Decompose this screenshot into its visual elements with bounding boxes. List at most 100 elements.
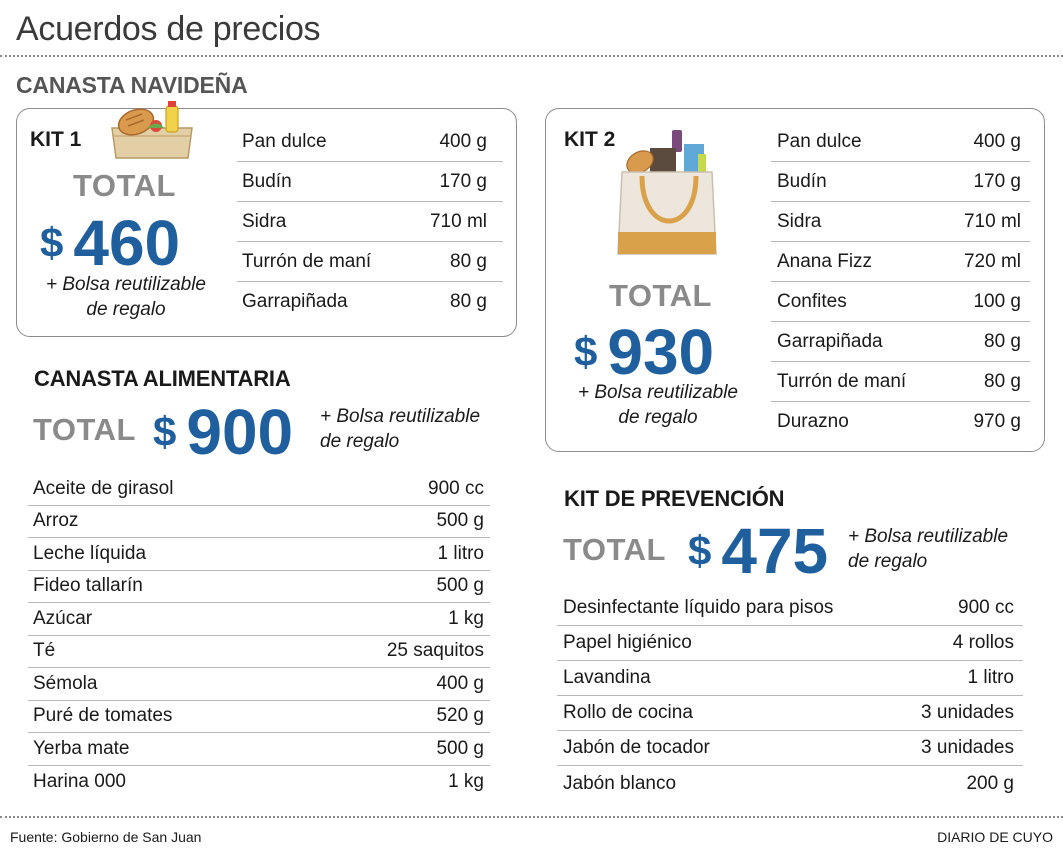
kit1-currency: $	[40, 219, 64, 266]
list-item: Arroz 500 g	[28, 506, 490, 538]
item-name: Durazno	[777, 411, 849, 432]
kit1-label: KIT 1	[30, 128, 82, 151]
kit2-bonus-line1: + Bolsa reutilizable	[577, 382, 738, 403]
prevencion-price-value: 475	[721, 515, 829, 587]
item-qty: 400 g	[436, 672, 484, 694]
list-item: Puré de tomates 520 g	[28, 701, 490, 733]
kit1-total-label: TOTAL	[73, 168, 176, 203]
list-item: Budín 170 g	[771, 162, 1030, 202]
alimentaria-price-value: 900	[186, 396, 294, 468]
kit1-bonus-line2: de regalo	[86, 299, 166, 320]
item-name: Garrapiñada	[242, 291, 348, 312]
item-qty: 1 kg	[448, 770, 484, 792]
item-name: Pan dulce	[777, 130, 862, 152]
item-qty: 80 g	[984, 330, 1021, 352]
item-name: Arroz	[33, 510, 79, 532]
item-qty: 500 g	[436, 575, 484, 597]
item-qty: 3 unidades	[921, 737, 1014, 758]
alimentaria-currency: $	[153, 408, 177, 455]
item-name: Pan dulce	[242, 130, 327, 152]
item-qty: 200 g	[966, 772, 1014, 794]
prevencion-currency: $	[688, 527, 712, 574]
kit2-label: KIT 2	[564, 128, 616, 151]
list-item: Rollo de cocina 3 unidades	[557, 696, 1023, 731]
list-item: Turrón de maní 80 g	[237, 242, 503, 282]
item-qty: 500 g	[436, 737, 484, 759]
item-name: Sidra	[242, 210, 287, 232]
list-item: Jabón de tocador 3 unidades	[557, 731, 1023, 766]
item-name: Yerba mate	[33, 737, 130, 759]
kit2-bonus-line2: de regalo	[618, 407, 698, 428]
alimentaria-price: $900	[153, 395, 293, 469]
item-qty: 500 g	[436, 510, 484, 532]
item-qty: 710 ml	[429, 210, 487, 232]
list-item: Garrapiñada 80 g	[237, 282, 503, 322]
item-name: Jabón blanco	[563, 772, 677, 794]
list-item: Yerba mate 500 g	[28, 733, 490, 766]
list-item: Pan dulce 400 g	[771, 122, 1030, 162]
item-name: Leche líquida	[33, 542, 147, 564]
item-name: Lavandina	[563, 667, 651, 688]
item-qty: 4 rollos	[952, 632, 1014, 653]
item-name: Harina 000	[33, 770, 126, 792]
item-qty: 400 g	[973, 130, 1021, 152]
item-name: Confites	[777, 290, 847, 312]
page-title: Acuerdos de precios	[16, 10, 321, 48]
list-item: Leche líquida 1 litro	[28, 538, 490, 571]
kit2-price-value: 930	[607, 316, 715, 388]
item-name: Azúcar	[33, 607, 93, 629]
item-qty: 80 g	[450, 250, 487, 272]
section-heading-navidena: CANASTA NAVIDEÑA	[16, 72, 248, 98]
section-heading-alimentaria: CANASTA ALIMENTARIA	[34, 366, 291, 391]
footer-divider	[0, 816, 1063, 818]
prevencion-bonus-line2: de regalo	[848, 551, 928, 572]
list-item: Lavandina 1 litro	[557, 661, 1023, 696]
item-qty: 1 litro	[967, 667, 1014, 688]
item-qty: 3 unidades	[921, 702, 1014, 723]
item-name: Rollo de cocina	[563, 702, 693, 723]
item-name: Turrón de maní	[777, 370, 907, 392]
list-item: Sidra 710 ml	[237, 202, 503, 242]
kit1-bonus-line1: + Bolsa reutilizable	[45, 274, 206, 295]
list-item: Anana Fizz 720 ml	[771, 242, 1030, 282]
item-qty: 710 ml	[963, 210, 1021, 232]
list-item: Jabón blanco 200 g	[557, 766, 1023, 801]
title-divider	[0, 55, 1063, 57]
kit1-bonus: + Bolsa reutilizable de regalo	[18, 272, 234, 322]
prevencion-items-table: Desinfectante líquido para pisos 900 cc P…	[557, 591, 1023, 801]
item-qty: 80 g	[450, 291, 487, 312]
item-name: Sidra	[777, 210, 822, 232]
list-item: Sidra 710 ml	[771, 202, 1030, 242]
list-item: Aceite de girasol 900 cc	[28, 473, 490, 506]
item-name: Puré de tomates	[33, 705, 173, 727]
item-qty: 970 g	[973, 411, 1021, 432]
alimentaria-bonus-line1: + Bolsa reutilizable	[320, 406, 481, 427]
list-item: Fideo tallarín 500 g	[28, 571, 490, 603]
kit2-total-label: TOTAL	[609, 278, 712, 313]
item-qty: 900 cc	[428, 477, 484, 499]
item-qty: 900 cc	[958, 597, 1014, 618]
list-item: Sémola 400 g	[28, 668, 490, 701]
alimentaria-items-table: Aceite de girasol 900 cc Arroz 500 g Leche…	[28, 473, 490, 798]
list-item: Confites 100 g	[771, 282, 1030, 322]
kit2-bonus: + Bolsa reutilizable de regalo	[550, 380, 766, 430]
item-qty: 170 g	[973, 170, 1021, 192]
item-name: Jabón de tocador	[563, 737, 710, 758]
item-qty: 720 ml	[963, 250, 1021, 272]
list-item: Harina 000 1 kg	[28, 766, 490, 799]
list-item: Té 25 saquitos	[28, 636, 490, 668]
item-name: Fideo tallarín	[33, 575, 143, 597]
item-name: Aceite de girasol	[33, 477, 174, 499]
item-name: Anana Fizz	[777, 250, 873, 272]
item-qty: 170 g	[439, 170, 487, 192]
list-item: Azúcar 1 kg	[28, 603, 490, 636]
bread-basket-icon	[111, 101, 193, 159]
list-item: Papel higiénico 4 rollos	[557, 626, 1023, 661]
prevencion-total-label: TOTAL	[563, 532, 666, 567]
prevencion-bonus: + Bolsa reutilizable de regalo	[848, 524, 1008, 574]
list-item: Garrapiñada 80 g	[771, 322, 1030, 362]
list-item: Turrón de maní 80 g	[771, 362, 1030, 402]
item-name: Papel higiénico	[563, 632, 692, 653]
kit1-panel	[16, 108, 517, 337]
list-item: Durazno 970 g	[771, 402, 1030, 442]
